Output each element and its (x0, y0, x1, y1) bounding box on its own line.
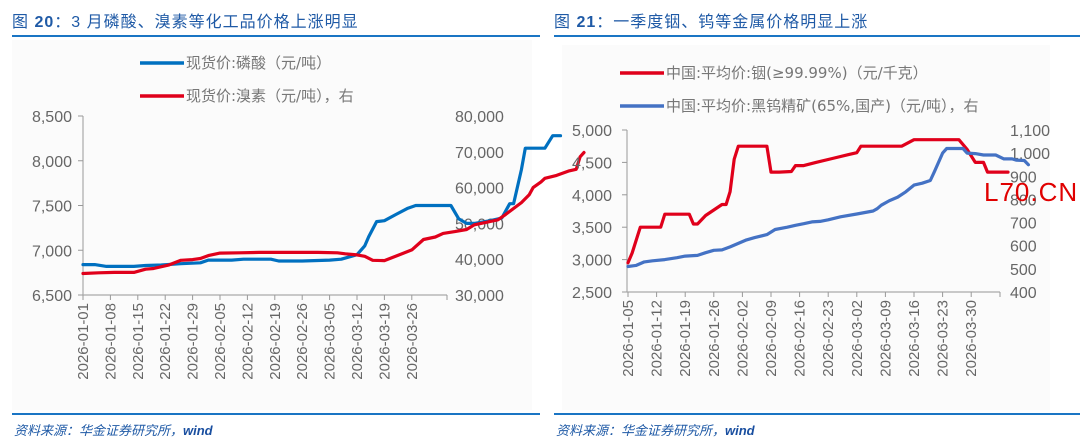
y-tick-label: 6,500 (32, 288, 72, 305)
legend-label: 现货价:磷酸（元/吨） (186, 54, 331, 72)
x-tick-label: 2026-02-12 (239, 303, 256, 380)
source-wind: wind (725, 423, 755, 438)
x-tick-label: 2026-02-19 (267, 303, 284, 380)
x-tick-label: 2026-03-05 (322, 303, 339, 380)
y2-tick-label: 80,000 (455, 109, 504, 126)
x-tick-label: 2026-03-09 (877, 300, 894, 377)
y-tick-label: 4,000 (572, 188, 612, 205)
title-prefix: 图 (12, 14, 35, 31)
x-tick-label: 2026-02-05 (212, 303, 229, 380)
x-tick-label: 2026-01-08 (102, 303, 119, 380)
source-wind: wind (183, 423, 213, 438)
y2-tick-label: 30,000 (455, 288, 504, 305)
title-text: ：一季度铟、钨等金属价格明显上涨 (596, 14, 869, 31)
x-tick-label: 2026-01-26 (706, 300, 723, 377)
figure-21-title: 图 21：一季度铟、钨等金属价格明显上涨 (554, 8, 868, 32)
series-line (81, 134, 563, 268)
source-divider (12, 413, 540, 415)
y2-tick-label: 800 (1010, 192, 1037, 209)
x-tick-label: 2026-02-16 (792, 300, 809, 377)
title-number: 20 (34, 14, 55, 31)
source-text: 资料来源：华金证券研究所， (556, 423, 726, 438)
y2-tick-label: 500 (1010, 262, 1037, 279)
x-tick-label: 2026-02-26 (294, 303, 311, 380)
y2-tick-label: 70,000 (455, 145, 504, 162)
series-line (626, 138, 1010, 265)
legend-label: 现货价:溴素（元/吨），右 (186, 87, 354, 105)
x-tick-label: 2026-01-29 (185, 303, 202, 380)
legend-label: 中国:平均价:铟(≥99.99%)（元/千克） (666, 64, 928, 82)
series-line (81, 150, 586, 276)
figure-20-panel: 图 20：3 月磷酸、溴素等化工品价格上涨明显 资料来源：华金证券研究所，win… (12, 8, 540, 439)
x-tick-label: 2026-01-15 (130, 303, 147, 380)
x-tick-label: 2026-01-05 (620, 300, 637, 377)
title-text: ：3 月磷酸、溴素等化工品价格上涨明显 (54, 14, 359, 31)
y2-tick-label: 1,100 (1010, 123, 1050, 140)
y-tick-label: 2,500 (572, 285, 612, 302)
x-tick-label: 2026-03-23 (935, 300, 952, 377)
source-text: 资料来源：华金证券研究所， (14, 423, 184, 438)
x-tick-label: 2026-02-02 (734, 300, 751, 377)
chart-area-background (12, 40, 532, 410)
y-tick-label: 7,000 (32, 243, 72, 260)
title-number: 21 (576, 14, 597, 31)
x-tick-label: 2026-03-12 (349, 303, 366, 380)
source-note: 资料来源：华金证券研究所，wind (556, 420, 755, 439)
x-tick-label: 2026-02-23 (820, 300, 837, 377)
title-divider (554, 35, 1080, 37)
title-divider (12, 35, 540, 37)
x-tick-label: 2026-03-30 (963, 300, 980, 377)
x-tick-label: 2026-01-22 (157, 303, 174, 380)
y2-tick-label: 700 (1010, 216, 1037, 233)
source-note: 资料来源：华金证券研究所，wind (14, 420, 213, 439)
x-tick-label: 2026-03-02 (849, 300, 866, 377)
chart-20: 6,5007,0007,5008,0008,50030,00040,00050,… (32, 54, 586, 380)
watermark: L70.CN (984, 177, 1079, 207)
source-divider (554, 413, 1080, 415)
x-tick-label: 2026-01-19 (677, 300, 694, 377)
x-tick-label: 2026-01-01 (75, 303, 92, 380)
y-tick-label: 5,000 (572, 123, 612, 140)
series-line (626, 146, 1031, 269)
x-tick-label: 2026-02-09 (763, 300, 780, 377)
x-tick-label: 2026-03-26 (404, 303, 421, 380)
y2-tick-label: 900 (1010, 169, 1037, 186)
y2-tick-label: 400 (1010, 285, 1037, 302)
legend-label: 中国:平均价:黑钨精矿(65%,国产)（元/吨），右 (666, 97, 978, 115)
x-tick-label: 2026-01-12 (649, 300, 666, 377)
x-tick-label: 2026-03-16 (906, 300, 923, 377)
y2-tick-label: 600 (1010, 239, 1037, 256)
chart-21: 2,500 3,000 3,500 4,000 4,500 5,000 400 500 600 7… (572, 64, 1050, 377)
y-tick-label: 7,500 (32, 199, 72, 216)
figure-20-title: 图 20：3 月磷酸、溴素等化工品价格上涨明显 (12, 8, 359, 32)
y-tick-label: 3,000 (572, 253, 612, 270)
y-tick-label: 8,000 (32, 154, 72, 171)
y-tick-label: 8,500 (32, 109, 72, 126)
y-tick-label: 4,500 (572, 155, 612, 172)
y2-tick-label: 60,000 (455, 181, 504, 198)
x-tick-label: 2026-03-19 (376, 303, 393, 380)
y-tick-label: 3,500 (572, 220, 612, 237)
title-prefix: 图 (554, 14, 577, 31)
y2-tick-label: 40,000 (455, 252, 504, 269)
